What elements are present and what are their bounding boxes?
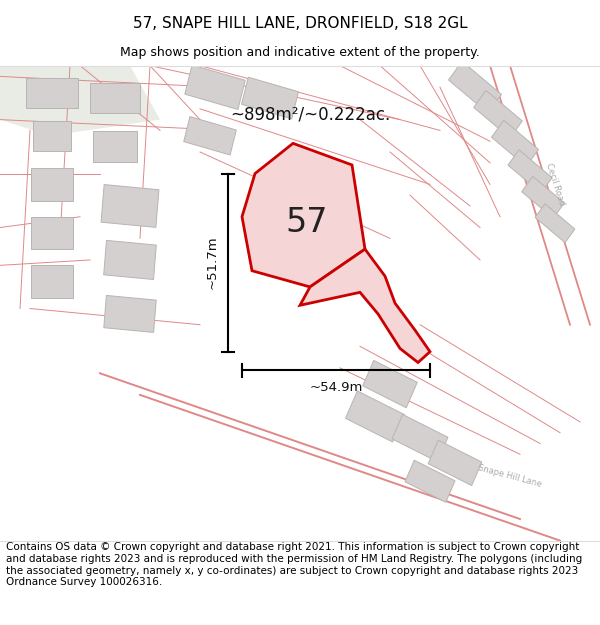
- Polygon shape: [449, 61, 502, 113]
- Polygon shape: [90, 83, 140, 113]
- Polygon shape: [392, 414, 448, 462]
- Polygon shape: [0, 66, 160, 136]
- Text: ~51.7m: ~51.7m: [206, 236, 219, 289]
- Text: 57: 57: [286, 206, 328, 239]
- Text: Map shows position and indicative extent of the property.: Map shows position and indicative extent…: [120, 46, 480, 59]
- Polygon shape: [93, 131, 137, 162]
- Text: Cecil Road: Cecil Road: [544, 162, 566, 207]
- Polygon shape: [31, 217, 73, 249]
- Polygon shape: [242, 78, 298, 119]
- Polygon shape: [491, 120, 538, 166]
- Polygon shape: [521, 176, 565, 218]
- Polygon shape: [101, 184, 159, 228]
- Polygon shape: [104, 241, 156, 279]
- Polygon shape: [184, 117, 236, 155]
- Polygon shape: [185, 65, 245, 109]
- Polygon shape: [104, 296, 156, 333]
- Text: 57, SNAPE HILL LANE, DRONFIELD, S18 2GL: 57, SNAPE HILL LANE, DRONFIELD, S18 2GL: [133, 16, 467, 31]
- Polygon shape: [346, 391, 404, 442]
- Polygon shape: [363, 361, 417, 408]
- Polygon shape: [31, 168, 73, 201]
- Polygon shape: [428, 440, 482, 486]
- Polygon shape: [242, 143, 365, 287]
- Polygon shape: [474, 91, 522, 138]
- Polygon shape: [31, 266, 73, 298]
- Polygon shape: [300, 249, 430, 362]
- Polygon shape: [508, 150, 552, 193]
- Text: Snape Hill Lane: Snape Hill Lane: [477, 463, 543, 489]
- Polygon shape: [535, 204, 575, 242]
- Polygon shape: [26, 78, 78, 108]
- Polygon shape: [405, 460, 455, 503]
- Polygon shape: [33, 121, 71, 151]
- Text: Contains OS data © Crown copyright and database right 2021. This information is : Contains OS data © Crown copyright and d…: [6, 542, 582, 587]
- Text: ~898m²/~0.222ac.: ~898m²/~0.222ac.: [230, 105, 390, 123]
- Text: ~54.9m: ~54.9m: [310, 381, 362, 394]
